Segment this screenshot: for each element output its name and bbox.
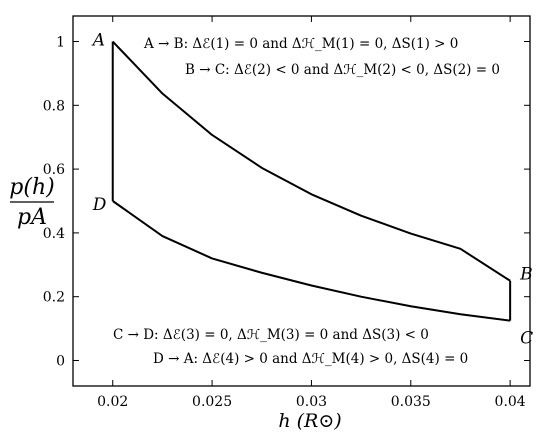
y-tick-label: 0.8 [43, 98, 65, 114]
point-label-a: A [91, 31, 105, 51]
y-tick-label: 0.2 [43, 290, 65, 306]
y-tick-label: 0 [56, 353, 65, 369]
x-tick-label: 0.03 [296, 394, 327, 410]
path-a-to-b [112, 40, 511, 282]
x-axis-label: h (R⊙) [278, 410, 341, 432]
y-tick-label: 0.4 [43, 226, 65, 242]
point-label-d: D [92, 195, 107, 215]
point-label-b: B [519, 265, 533, 285]
y-axis-label-numerator: p(h) [9, 175, 54, 200]
point-labels: A B C D [91, 31, 533, 349]
annotation-c-to-d: C → D: Δℰ(3) = 0, Δℋ_M(3) = 0 and ΔS(3) … [113, 327, 429, 343]
y-axis-label-denominator: pA [17, 205, 47, 230]
path-c-to-d [112, 200, 511, 322]
annotation-b-to-c: B → C: Δℰ(2) < 0 and Δℋ_M(2) < 0, ΔS(2) … [185, 62, 500, 78]
annotation-a-to-b: A → B: Δℰ(1) = 0 and Δℋ_M(1) = 0, ΔS(1) … [143, 36, 458, 52]
y-tick-label: 1 [56, 35, 65, 51]
y-axis-label: p(h) pA [9, 175, 54, 230]
ticks: 0.02 0.025 0.03 0.035 0.04 0 0.2 0.4 0.6 0.8 1 [43, 16, 530, 410]
x-tick-label: 0.025 [192, 394, 232, 410]
y-tick-label: 0.6 [43, 162, 65, 178]
point-label-c: C [520, 329, 533, 349]
plot-frame [72, 15, 531, 387]
x-tick-label: 0.04 [495, 394, 526, 410]
cycle-curves [111, 40, 512, 322]
x-tick-label: 0.02 [97, 394, 128, 410]
annotation-d-to-a: D → A: Δℰ(4) > 0 and Δℋ_M(4) > 0, ΔS(4) … [153, 351, 468, 367]
x-tick-label: 0.035 [391, 394, 431, 410]
